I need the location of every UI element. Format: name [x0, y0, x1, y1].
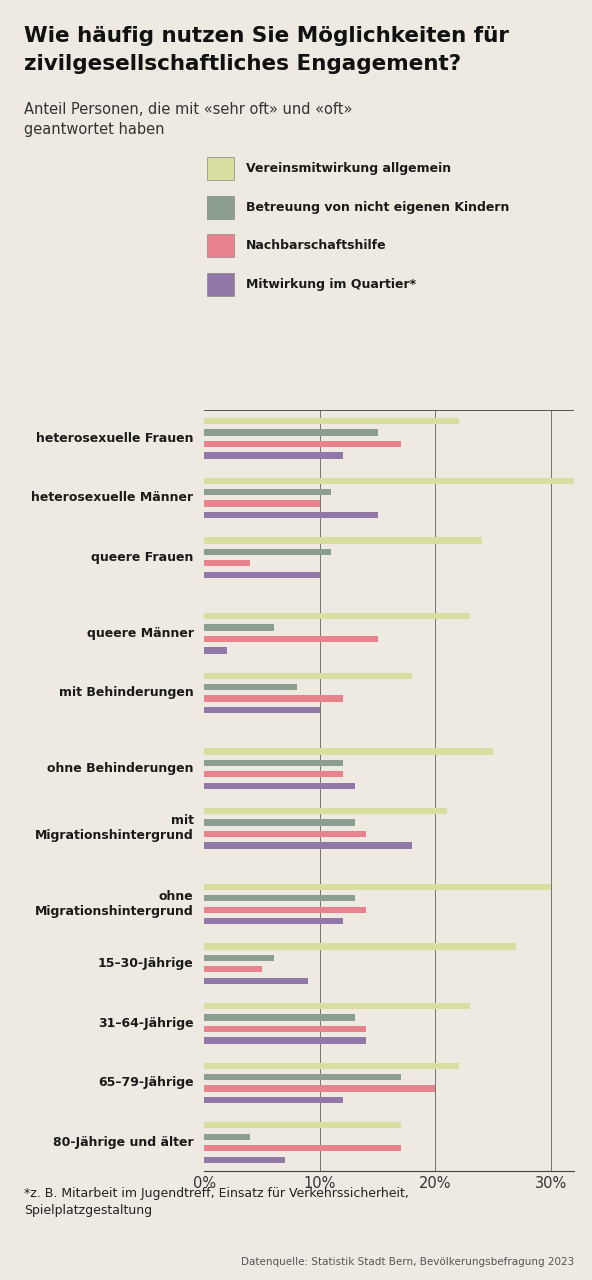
Bar	[204, 782, 355, 788]
Bar	[204, 1123, 401, 1129]
Bar	[204, 648, 227, 654]
Text: ohne Behinderungen: ohne Behinderungen	[47, 762, 194, 776]
Bar	[204, 760, 343, 765]
Bar	[204, 489, 332, 495]
Bar	[204, 684, 297, 690]
Bar	[204, 1025, 366, 1032]
Text: 31–64-Jährige: 31–64-Jährige	[98, 1016, 194, 1029]
Bar	[204, 943, 516, 950]
Text: heterosexuelle Männer: heterosexuelle Männer	[31, 492, 194, 504]
Bar	[204, 895, 355, 901]
Text: ohne
Migrationshintergrund: ohne Migrationshintergrund	[35, 890, 194, 918]
Text: Nachbarschaftshilfe: Nachbarschaftshilfe	[246, 239, 387, 252]
Text: Datenquelle: Statistik Stadt Bern, Bevölkerungsbefragung 2023: Datenquelle: Statistik Stadt Bern, Bevöl…	[241, 1257, 574, 1267]
Bar	[204, 978, 308, 984]
Bar	[204, 538, 482, 544]
Bar	[204, 452, 343, 458]
Text: mit
Migrationshintergrund: mit Migrationshintergrund	[35, 814, 194, 842]
Text: queere Männer: queere Männer	[86, 627, 194, 640]
Bar	[204, 819, 355, 826]
Bar	[204, 1097, 343, 1103]
Bar	[204, 808, 447, 814]
Bar	[204, 561, 250, 567]
Text: 65–79-Jährige: 65–79-Jährige	[98, 1076, 194, 1089]
Bar	[204, 918, 343, 924]
Bar	[204, 842, 413, 849]
Bar	[204, 1085, 436, 1092]
Bar	[204, 572, 320, 579]
Bar	[204, 966, 262, 973]
Text: *z. B. Mitarbeit im Jugendtreff, Einsatz für Verkehrssicherheit,
Spielplatzgesta: *z. B. Mitarbeit im Jugendtreff, Einsatz…	[24, 1187, 408, 1216]
Bar	[204, 749, 493, 754]
Bar	[204, 549, 332, 556]
Bar	[204, 500, 320, 507]
Bar	[204, 831, 366, 837]
Bar	[204, 1157, 285, 1164]
Text: 15–30-Jährige: 15–30-Jährige	[98, 957, 194, 970]
Text: heterosexuelle Frauen: heterosexuelle Frauen	[36, 431, 194, 444]
Text: queere Frauen: queere Frauen	[91, 552, 194, 564]
Text: Betreuung von nicht eigenen Kindern: Betreuung von nicht eigenen Kindern	[246, 201, 509, 214]
Text: mit Behinderungen: mit Behinderungen	[59, 686, 194, 699]
Bar	[204, 477, 592, 484]
Bar	[204, 417, 459, 424]
Bar	[204, 707, 320, 713]
Bar	[204, 1002, 470, 1009]
Bar	[204, 613, 470, 620]
Bar	[204, 512, 378, 518]
Bar	[204, 1062, 459, 1069]
Text: 80-Jährige und älter: 80-Jährige und älter	[53, 1137, 194, 1149]
Text: Anteil Personen, die mit «sehr oft» und «oft»
geantwortet haben: Anteil Personen, die mit «sehr oft» und …	[24, 102, 352, 137]
Text: Mitwirkung im Quartier*: Mitwirkung im Quartier*	[246, 278, 416, 291]
Bar	[204, 955, 274, 961]
Bar	[204, 440, 401, 447]
Bar	[204, 625, 274, 631]
Bar	[204, 636, 378, 643]
Bar	[204, 1146, 401, 1152]
Text: Wie häufig nutzen Sie Möglichkeiten für: Wie häufig nutzen Sie Möglichkeiten für	[24, 26, 509, 46]
Bar	[204, 906, 366, 913]
Bar	[204, 672, 413, 678]
Bar	[204, 1074, 401, 1080]
Bar	[204, 883, 551, 890]
Bar	[204, 695, 343, 701]
Text: zivilgesellschaftliches Engagement?: zivilgesellschaftliches Engagement?	[24, 54, 461, 74]
Bar	[204, 1037, 366, 1043]
Bar	[204, 1014, 355, 1020]
Bar	[204, 771, 343, 777]
Bar	[204, 1134, 250, 1140]
Bar	[204, 429, 378, 435]
Text: Vereinsmitwirkung allgemein: Vereinsmitwirkung allgemein	[246, 163, 451, 175]
